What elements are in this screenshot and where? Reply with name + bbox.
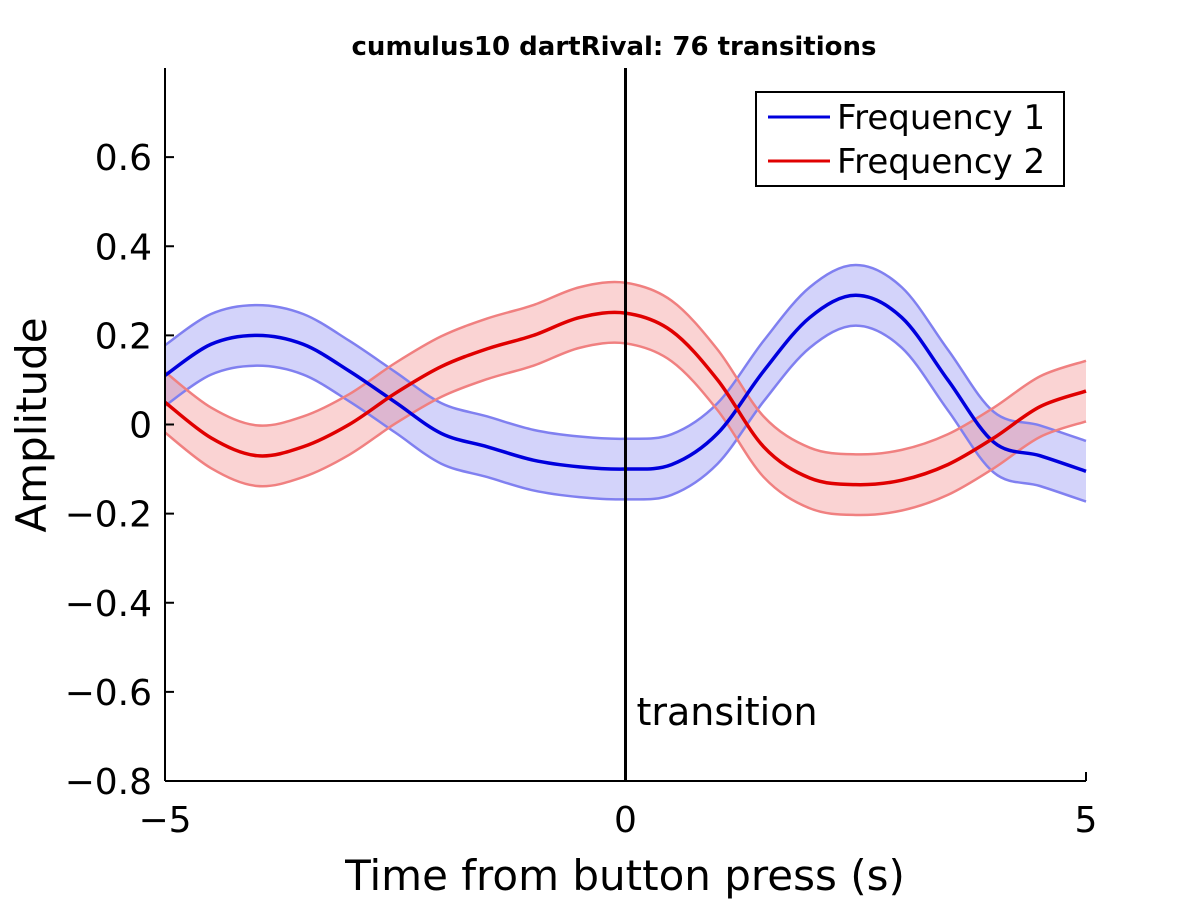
y-tick-label: 0.2 [95,316,152,357]
y-ticks: −0.8 −0.6 −0.4 −0.2 0 0.2 0.4 0.6 [65,138,174,803]
y-tick-label: −0.8 [65,762,152,803]
chart-title: cumulus10 dartRival: 76 transitions [352,32,877,62]
series-line-2 [163,310,1087,487]
legend-box [755,91,1065,187]
band-lower-edge-series-2 [164,341,1087,517]
x-tick-label: 5 [1075,800,1098,841]
series-line-1 [164,293,1087,473]
x-tick-label: −5 [138,800,191,841]
x-ticks: −5 0 5 [138,772,1097,841]
y-tick-label: 0.6 [95,138,152,179]
y-tick-label: −0.6 [65,673,152,714]
y-axis-label: Amplitude [7,317,56,532]
x-tick-label: 0 [614,800,637,841]
confidence-band-series-1 [165,264,1086,502]
transition-label: transition [637,690,818,734]
legend-label-frequency-2: Frequency 2 [837,142,1045,182]
band-lower-edge-series-1 [164,324,1087,503]
legend-label-frequency-1: Frequency 1 [837,98,1045,138]
x-axis-label: Time from button press (s) [344,851,905,900]
plot-area: transition [163,68,1087,781]
band-upper-edge-series-1 [164,263,1087,443]
y-tick-label: −0.2 [65,495,152,536]
band-upper-edge-series-2 [164,280,1087,456]
y-tick-label: −0.4 [65,584,152,625]
legend: Frequency 1 Frequency 2 [755,91,1065,187]
y-tick-label: 0.4 [95,227,152,268]
confidence-band-series-2 [165,282,1086,516]
y-tick-label: 0 [129,406,152,447]
